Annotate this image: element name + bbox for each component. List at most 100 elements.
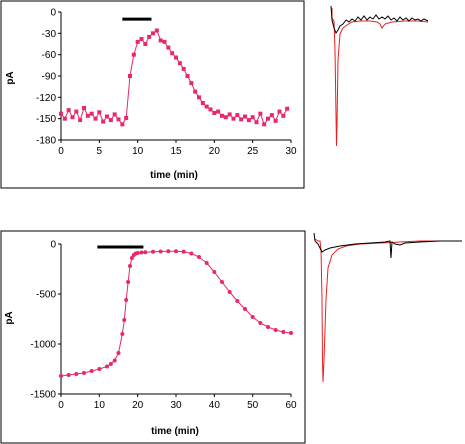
data-point [105,114,109,119]
series-line [60,250,292,377]
data-point [189,81,194,86]
data-point [197,95,201,100]
data-point [143,42,148,46]
data-point [101,119,106,124]
data-point [212,270,217,274]
data-point [181,249,186,254]
y-tick-label: -30 [42,29,57,40]
top-ylabel: pA [5,71,16,84]
data-point [285,106,290,111]
data-point [82,106,86,110]
data-point [124,298,129,302]
traces-bottom-right [313,232,462,383]
y-tick-label: -1500 [30,390,56,401]
data-point [135,251,140,255]
trace-top-red [331,8,429,147]
x-tick-label: 40 [209,400,221,411]
y-tick-label: 0 [50,8,56,19]
data-point [197,255,201,259]
data-point [59,374,63,378]
data-point [266,116,270,121]
data-point [200,101,205,106]
data-point [135,39,140,44]
data-point [131,52,136,57]
data-point [116,351,121,355]
data-point [70,115,75,120]
trace-bottom-black [314,240,462,259]
data-point [108,362,113,366]
data-point [281,330,286,334]
x-tick-label: 5 [97,146,103,157]
data-point [108,118,113,123]
data-point [158,249,163,254]
data-point [277,109,282,114]
data-point [258,111,263,116]
data-point [89,369,94,373]
data-point [151,31,155,36]
data-point [227,290,232,294]
data-point [143,250,148,255]
panel-top-left: 0 5 10 15 20 25 30 0 -30 -60 -90 -120 -150 -180 pA ti… [0,0,305,189]
data-point [193,89,198,94]
data-point [120,332,125,336]
data-point [250,315,255,319]
data-point [273,328,278,332]
data-point [128,74,132,78]
trace-top-black [330,5,429,35]
data-point [204,261,209,265]
bottom-ylabel: pA [4,311,15,324]
data-point [82,371,86,375]
panel-bottom-left-frame [0,230,306,444]
x-tick-label: 30 [170,400,182,411]
x-tick-label: 50 [247,400,259,411]
data-point [154,28,159,33]
data-point [59,111,63,116]
x-tick-label: 0 [58,146,64,157]
y-tick-label: -1000 [30,340,56,351]
data-point [250,115,255,120]
data-point [74,109,79,114]
data-point [220,280,224,284]
data-point [177,61,182,66]
data-point [89,111,94,116]
data-point [212,110,217,115]
data-point [97,367,102,371]
data-point [216,109,221,114]
data-point [281,113,286,118]
data-point [266,325,270,329]
panel-bottom-left: 0 10 20 30 40 50 60 0 -500 -1000 -1500 pA time (mi… [0,230,306,444]
traces-top-right [330,5,429,147]
data-point [139,37,144,42]
data-point [170,51,175,56]
data-point [174,249,178,254]
data-point [243,114,247,119]
x-tick-label: 10 [94,400,106,411]
data-point [97,110,102,115]
data-point [112,358,117,363]
data-point [254,120,259,125]
x-tick-label: 30 [285,146,297,157]
data-point [66,108,71,113]
y-tick-label: -120 [36,93,56,104]
series-line [60,29,288,126]
y-tick-label: -500 [36,290,56,301]
bottom-xlabel: time (min) [151,426,199,437]
plot-area-top: 0 5 10 15 20 25 30 0 -30 -60 -90 -120 -150 -180 [36,8,297,158]
data-point [273,118,278,123]
data-point [235,113,240,118]
data-point [269,113,274,118]
data-point [258,321,263,325]
data-point [208,107,213,112]
data-point [235,299,240,303]
data-point [78,118,83,123]
data-point [243,307,247,311]
data-point [85,113,90,118]
data-point [147,34,152,39]
x-tick-label: 0 [58,400,64,411]
data-point [112,112,117,117]
data-point [66,373,71,377]
data-point [93,116,98,121]
data-point [220,113,224,118]
trace-bottom-black-top [313,232,316,242]
